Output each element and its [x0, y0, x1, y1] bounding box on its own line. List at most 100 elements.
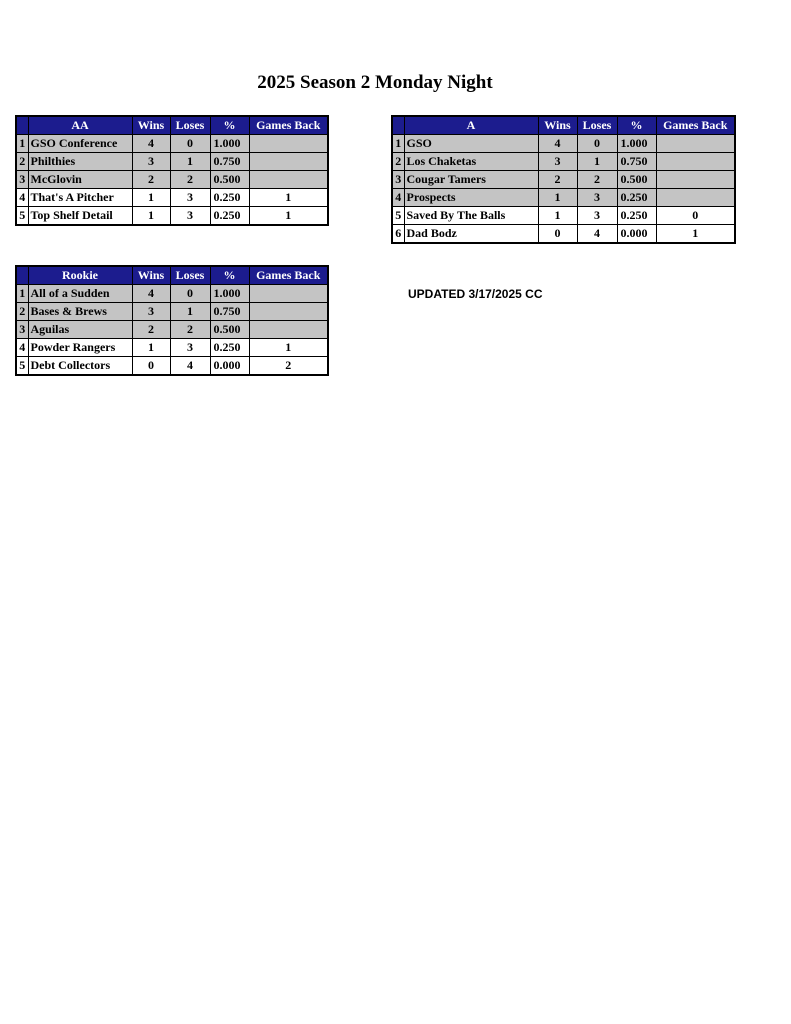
header-rank-cell — [391, 115, 405, 135]
loses-cell: 1 — [576, 152, 618, 171]
table-row: 4 That's A Pitcher 1 3 0.250 1 — [15, 188, 329, 207]
games-back-cell — [248, 320, 329, 339]
table-row: 2 Bases & Brews 3 1 0.750 — [15, 302, 329, 321]
team-name-cell: Cougar Tamers — [403, 170, 539, 189]
column-header-games-back: Games Back — [655, 115, 736, 135]
loses-cell: 0 — [576, 134, 618, 153]
games-back-cell — [655, 134, 736, 153]
column-header-wins: Wins — [131, 115, 171, 135]
games-back-cell: 2 — [248, 356, 329, 376]
pct-cell: 0.250 — [616, 206, 657, 225]
team-name-cell: All of a Sudden — [27, 284, 133, 303]
rank-cell: 2 — [15, 152, 29, 171]
pct-cell: 1.000 — [209, 284, 250, 303]
division-name: Rookie — [27, 265, 133, 285]
team-name-cell: Prospects — [403, 188, 539, 207]
team-name-cell: That's A Pitcher — [27, 188, 133, 207]
loses-cell: 2 — [169, 320, 211, 339]
games-back-cell — [248, 134, 329, 153]
wins-cell: 0 — [131, 356, 171, 376]
table-row: 3 Cougar Tamers 2 2 0.500 — [391, 170, 736, 189]
wins-cell: 1 — [131, 338, 171, 357]
loses-cell: 3 — [169, 206, 211, 226]
loses-cell: 4 — [169, 356, 211, 376]
column-header-loses: Loses — [169, 115, 211, 135]
games-back-cell — [248, 170, 329, 189]
wins-cell: 2 — [131, 320, 171, 339]
rank-cell: 3 — [15, 320, 29, 339]
rank-cell: 4 — [15, 188, 29, 207]
games-back-cell — [248, 302, 329, 321]
team-name-cell: Aguilas — [27, 320, 133, 339]
pct-cell: 0.750 — [616, 152, 657, 171]
team-name-cell: GSO — [403, 134, 539, 153]
table-row: 1 GSO 4 0 1.000 — [391, 134, 736, 153]
table-row: 3 McGlovin 2 2 0.500 — [15, 170, 329, 189]
pct-cell: 0.250 — [616, 188, 657, 207]
column-header-pct: % — [209, 265, 250, 285]
rank-cell: 5 — [15, 356, 29, 376]
pct-cell: 0.250 — [209, 188, 250, 207]
table-row: 5 Debt Collectors 0 4 0.000 2 — [15, 356, 329, 376]
standings-table-a: A Wins Loses% Games Back 1 GSO 4 0 1.000 2 Los Cha… — [391, 115, 736, 244]
table-row: 2 Los Chaketas 3 1 0.750 — [391, 152, 736, 171]
rank-cell: 5 — [15, 206, 29, 226]
wins-cell: 3 — [131, 302, 171, 321]
games-back-cell — [248, 284, 329, 303]
loses-cell: 1 — [169, 152, 211, 171]
updated-note: UPDATED 3/17/2025 CC — [408, 287, 543, 301]
games-back-cell: 0 — [655, 206, 736, 225]
team-name-cell: Dad Bodz — [403, 224, 539, 244]
table-row: 2 Philthies 3 1 0.750 — [15, 152, 329, 171]
rank-cell: 4 — [391, 188, 405, 207]
team-name-cell: Bases & Brews — [27, 302, 133, 321]
rank-cell: 3 — [391, 170, 405, 189]
loses-cell: 0 — [169, 134, 211, 153]
pct-cell: 1.000 — [209, 134, 250, 153]
pct-cell: 0.250 — [209, 206, 250, 226]
table-row: 3 Aguilas 2 2 0.500 — [15, 320, 329, 339]
table-row: 4 Powder Rangers 1 3 0.250 1 — [15, 338, 329, 357]
rank-cell: 3 — [15, 170, 29, 189]
table-row: 6 Dad Bodz 0 4 0.000 1 — [391, 224, 736, 244]
wins-cell: 1 — [537, 206, 578, 225]
column-header-games-back: Games Back — [248, 115, 329, 135]
rank-cell: 2 — [391, 152, 405, 171]
standings-table-aa: AA Wins Loses% Games Back 1 GSO Conference 4 0 1… — [15, 115, 329, 226]
table-row: 4 Prospects 1 3 0.250 — [391, 188, 736, 207]
games-back-cell — [655, 152, 736, 171]
pct-cell: 0.000 — [209, 356, 250, 376]
games-back-cell: 1 — [655, 224, 736, 244]
header-row: AA Wins Loses% Games Back — [15, 115, 329, 135]
loses-cell: 2 — [576, 170, 618, 189]
games-back-cell — [248, 152, 329, 171]
pct-cell: 0.750 — [209, 302, 250, 321]
page-title: 2025 Season 2 Monday Night — [257, 72, 493, 93]
column-header-pct: % — [209, 115, 250, 135]
team-name-cell: Powder Rangers — [27, 338, 133, 357]
team-name-cell: Philthies — [27, 152, 133, 171]
team-name-cell: Saved By The Balls — [403, 206, 539, 225]
pct-cell: 0.000 — [616, 224, 657, 244]
rank-cell: 5 — [391, 206, 405, 225]
wins-cell: 1 — [131, 188, 171, 207]
games-back-cell: 1 — [248, 188, 329, 207]
header-rank-cell — [15, 265, 29, 285]
loses-cell: 3 — [576, 206, 618, 225]
column-header-games-back: Games Back — [248, 265, 329, 285]
rank-cell: 2 — [15, 302, 29, 321]
wins-cell: 1 — [537, 188, 578, 207]
table-row: 5 Top Shelf Detail 1 3 0.250 1 — [15, 206, 329, 226]
wins-cell: 2 — [537, 170, 578, 189]
loses-cell: 3 — [169, 338, 211, 357]
loses-cell: 3 — [576, 188, 618, 207]
loses-cell: 4 — [576, 224, 618, 244]
standings-table-rookie: Rookie Wins Loses% Games Back 1 All of a Sudd… — [15, 265, 329, 376]
rank-cell: 1 — [15, 284, 29, 303]
rank-cell: 6 — [391, 224, 405, 244]
table-row: 5 Saved By The Balls 1 3 0.250 0 — [391, 206, 736, 225]
games-back-cell: 1 — [248, 206, 329, 226]
column-header-wins: Wins — [131, 265, 171, 285]
pct-cell: 0.500 — [209, 320, 250, 339]
pct-cell: 0.500 — [209, 170, 250, 189]
